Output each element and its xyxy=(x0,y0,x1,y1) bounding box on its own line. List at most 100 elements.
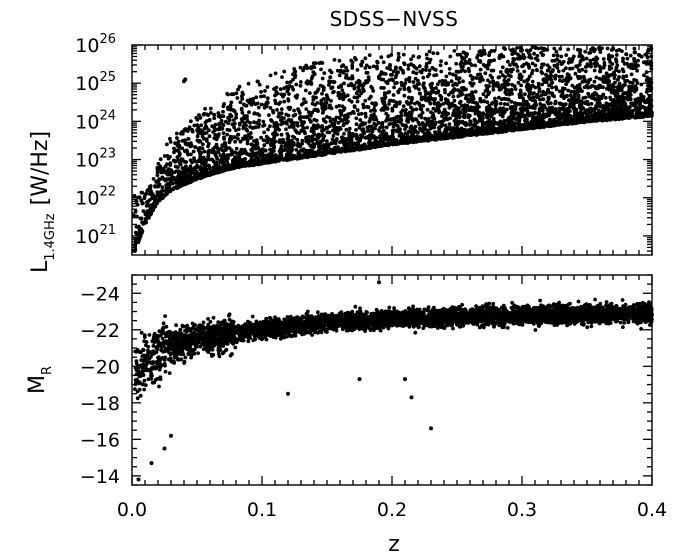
top-point xyxy=(479,75,484,79)
top-point xyxy=(366,75,371,80)
top-point xyxy=(452,98,457,103)
top-point xyxy=(503,82,508,87)
top-point xyxy=(424,52,429,57)
top-point xyxy=(517,92,522,97)
top-point xyxy=(208,106,213,111)
top-point xyxy=(335,132,340,136)
top-point xyxy=(269,140,274,144)
top-point xyxy=(195,163,200,168)
top-point xyxy=(548,74,553,79)
top-point xyxy=(403,127,407,131)
top-point xyxy=(613,110,618,115)
top-point xyxy=(459,69,463,74)
top-point xyxy=(294,147,299,152)
top-point xyxy=(213,122,218,127)
top-point xyxy=(375,59,379,64)
top-point xyxy=(615,63,620,68)
top-point xyxy=(421,103,425,108)
top-point xyxy=(513,49,517,54)
top-point xyxy=(536,46,541,51)
top-point xyxy=(528,48,533,52)
top-point xyxy=(321,97,326,101)
top-point xyxy=(425,56,429,61)
top-point xyxy=(339,83,343,88)
top-point xyxy=(495,81,500,85)
top-point xyxy=(481,131,485,136)
top-point xyxy=(202,136,206,141)
top-point xyxy=(256,105,261,110)
top-point xyxy=(197,139,202,144)
top-point xyxy=(240,97,245,101)
top-point xyxy=(238,139,243,144)
top-point xyxy=(497,95,501,100)
top-point xyxy=(540,108,545,113)
top-point xyxy=(454,61,459,66)
top-point xyxy=(299,102,304,107)
top-point xyxy=(320,61,325,65)
top-point xyxy=(444,113,449,118)
top-point xyxy=(193,145,198,150)
top-point xyxy=(478,49,483,53)
top-point xyxy=(645,75,650,80)
top-point xyxy=(156,161,161,166)
top-point xyxy=(401,69,405,73)
top-point xyxy=(542,103,546,108)
top-point xyxy=(535,53,540,58)
top-point xyxy=(475,104,479,109)
top-point xyxy=(567,104,572,109)
top-point xyxy=(301,115,306,120)
top-point xyxy=(204,119,209,123)
top-point xyxy=(398,140,403,145)
top-point xyxy=(573,112,577,117)
top-point xyxy=(486,92,491,97)
top-point xyxy=(530,61,535,66)
top-point xyxy=(292,121,297,125)
top-point xyxy=(597,76,602,81)
top-point xyxy=(414,135,418,140)
top-point xyxy=(627,96,632,101)
top-point xyxy=(384,125,389,130)
top-point xyxy=(605,113,610,118)
top-point xyxy=(295,130,299,135)
top-point xyxy=(594,118,598,123)
top-point xyxy=(354,122,359,127)
top-point xyxy=(160,167,165,171)
top-point xyxy=(640,95,645,100)
top-point xyxy=(341,63,346,68)
top-point xyxy=(553,73,558,78)
top-point xyxy=(328,124,332,129)
top-point xyxy=(220,126,225,131)
top-point xyxy=(594,57,599,62)
top-point xyxy=(462,111,467,115)
top-point xyxy=(443,123,448,128)
top-point xyxy=(222,141,227,145)
top-point xyxy=(404,112,409,116)
top-point xyxy=(510,82,514,87)
top-point xyxy=(505,97,510,102)
top-point xyxy=(225,91,230,96)
top-point xyxy=(491,100,495,105)
top-point xyxy=(592,92,597,97)
top-point xyxy=(337,58,342,63)
top-point xyxy=(621,96,625,101)
top-point xyxy=(323,143,328,148)
top-point xyxy=(358,118,363,122)
top-point xyxy=(254,95,259,100)
top-point xyxy=(645,113,650,118)
top-point xyxy=(366,105,371,110)
top-point xyxy=(221,131,226,136)
top-point xyxy=(586,91,591,96)
top-point xyxy=(458,62,463,67)
top-point xyxy=(485,115,489,120)
top-point xyxy=(621,101,626,106)
top-point xyxy=(344,127,349,132)
top-point xyxy=(144,220,149,225)
top-point xyxy=(578,51,582,55)
top-point xyxy=(413,76,418,81)
top-point xyxy=(133,230,138,235)
top-point xyxy=(240,94,244,98)
top-point xyxy=(403,123,408,128)
top-point xyxy=(489,129,493,134)
top-point xyxy=(295,155,299,160)
top-point xyxy=(508,63,512,67)
